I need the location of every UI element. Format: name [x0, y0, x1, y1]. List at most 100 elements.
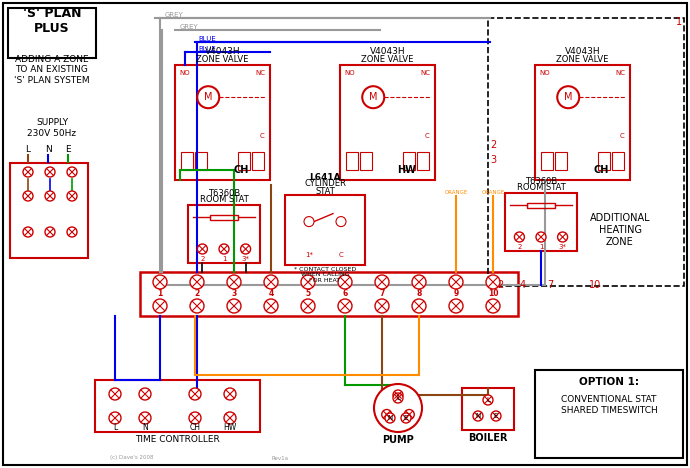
- Circle shape: [486, 299, 500, 313]
- Circle shape: [45, 167, 55, 177]
- Text: N: N: [45, 146, 51, 154]
- Circle shape: [412, 299, 426, 313]
- Circle shape: [515, 232, 524, 242]
- Text: C: C: [424, 133, 429, 139]
- Circle shape: [45, 191, 55, 201]
- Circle shape: [382, 410, 392, 419]
- Circle shape: [189, 388, 201, 400]
- Circle shape: [404, 410, 414, 419]
- Text: 4: 4: [268, 290, 274, 299]
- Text: 2: 2: [200, 256, 205, 262]
- Text: NC: NC: [420, 70, 430, 76]
- Text: * CONTACT CLOSED
WHEN CALLING
FOR HEAT: * CONTACT CLOSED WHEN CALLING FOR HEAT: [294, 267, 356, 283]
- Bar: [8, 8, 96, 58]
- Circle shape: [67, 191, 77, 201]
- Circle shape: [227, 299, 241, 313]
- Text: C: C: [339, 252, 344, 258]
- Bar: [527, 203, 555, 207]
- Text: 'S' PLAN
PLUS: 'S' PLAN PLUS: [23, 7, 81, 35]
- Circle shape: [362, 86, 384, 108]
- Circle shape: [190, 275, 204, 289]
- Text: CH: CH: [190, 423, 201, 431]
- Circle shape: [224, 388, 236, 400]
- Text: ROOM STAT: ROOM STAT: [199, 196, 248, 205]
- Text: M: M: [204, 92, 213, 102]
- Circle shape: [486, 275, 500, 289]
- Text: 2: 2: [195, 290, 199, 299]
- Text: 2: 2: [490, 140, 496, 150]
- Circle shape: [375, 275, 389, 289]
- Text: N: N: [475, 413, 481, 419]
- Circle shape: [139, 388, 151, 400]
- Circle shape: [336, 217, 346, 227]
- Text: 7: 7: [547, 280, 553, 290]
- Text: 1: 1: [676, 17, 682, 27]
- Text: GREY: GREY: [180, 24, 199, 30]
- Circle shape: [139, 412, 151, 424]
- Text: ADDITIONAL
HEATING
ZONE: ADDITIONAL HEATING ZONE: [590, 213, 650, 247]
- Text: NC: NC: [255, 70, 265, 76]
- Bar: [360, 152, 372, 170]
- Bar: [346, 152, 358, 170]
- Text: V4043H: V4043H: [370, 46, 405, 56]
- Circle shape: [109, 388, 121, 400]
- Text: L641A: L641A: [309, 173, 341, 182]
- Text: ORANGE: ORANGE: [444, 190, 468, 195]
- Circle shape: [67, 167, 77, 177]
- Text: TIME CONTROLLER: TIME CONTROLLER: [135, 436, 220, 445]
- Text: ADDING A ZONE
TO AN EXISTING
'S' PLAN SYSTEM: ADDING A ZONE TO AN EXISTING 'S' PLAN SY…: [14, 55, 90, 85]
- Text: 7: 7: [380, 290, 385, 299]
- Bar: [252, 152, 264, 170]
- Circle shape: [449, 299, 463, 313]
- Text: NO: NO: [540, 70, 551, 76]
- Text: PUMP: PUMP: [382, 435, 414, 445]
- Bar: [535, 65, 630, 180]
- Bar: [181, 152, 193, 170]
- Text: L: L: [113, 423, 117, 431]
- Text: ORANGE: ORANGE: [482, 190, 504, 195]
- Bar: [541, 152, 553, 170]
- Text: CH: CH: [234, 165, 249, 175]
- Text: 1: 1: [221, 256, 226, 262]
- Text: E: E: [494, 413, 498, 419]
- Text: STAT: STAT: [315, 187, 335, 196]
- Text: BLUE: BLUE: [198, 36, 216, 42]
- Bar: [462, 388, 514, 430]
- Text: ROOM STAT: ROOM STAT: [517, 183, 565, 192]
- Bar: [140, 272, 518, 316]
- Circle shape: [393, 390, 403, 400]
- Circle shape: [23, 191, 33, 201]
- Circle shape: [385, 413, 395, 423]
- Text: HW: HW: [397, 165, 416, 175]
- Text: 6: 6: [342, 290, 348, 299]
- Text: 8: 8: [416, 290, 422, 299]
- Circle shape: [219, 244, 229, 254]
- Text: V4043H: V4043H: [205, 46, 240, 56]
- Text: NC: NC: [615, 70, 625, 76]
- Text: CONVENTIONAL STAT
SHARED TIMESWITCH: CONVENTIONAL STAT SHARED TIMESWITCH: [560, 395, 658, 415]
- Bar: [195, 152, 207, 170]
- Bar: [488, 18, 684, 286]
- Text: Rev1a: Rev1a: [271, 455, 288, 461]
- Circle shape: [190, 299, 204, 313]
- Text: NO: NO: [345, 70, 355, 76]
- Circle shape: [153, 275, 167, 289]
- Circle shape: [189, 412, 201, 424]
- Text: T6360B: T6360B: [208, 189, 240, 197]
- Text: M: M: [564, 92, 573, 102]
- Bar: [555, 152, 567, 170]
- Bar: [403, 152, 415, 170]
- Circle shape: [45, 227, 55, 237]
- Circle shape: [338, 299, 352, 313]
- Text: 5: 5: [306, 290, 310, 299]
- Bar: [612, 152, 624, 170]
- Bar: [535, 370, 683, 458]
- Circle shape: [241, 244, 250, 254]
- Circle shape: [536, 232, 546, 242]
- Text: 3: 3: [231, 290, 237, 299]
- Circle shape: [301, 275, 315, 289]
- Text: N: N: [387, 415, 393, 421]
- Text: 3*: 3*: [241, 256, 250, 262]
- Circle shape: [197, 86, 219, 108]
- Text: 10: 10: [589, 280, 601, 290]
